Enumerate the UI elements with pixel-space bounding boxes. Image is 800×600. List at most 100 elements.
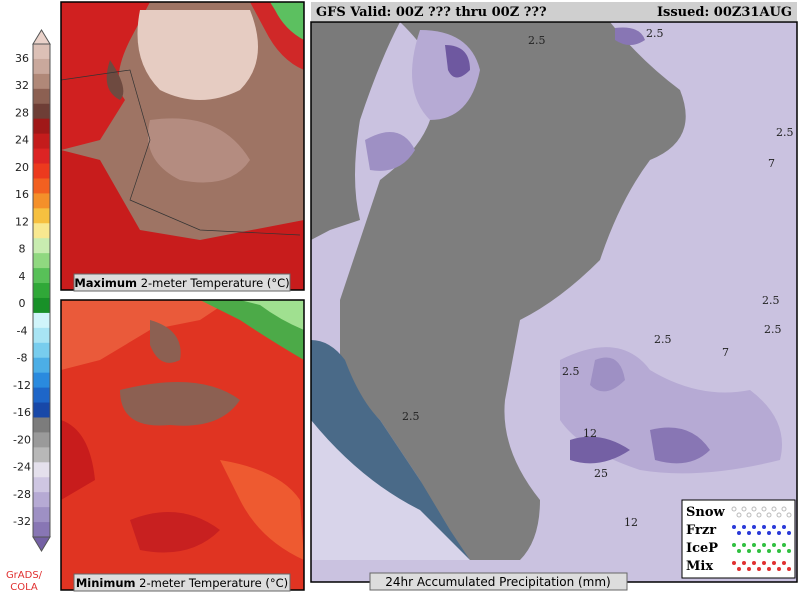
- colorbar-swatch: [33, 297, 50, 314]
- colorbar-swatch: [33, 357, 50, 374]
- legend-label: Mix: [686, 559, 713, 574]
- legend-dot: [767, 531, 771, 535]
- legend-label: Snow: [686, 505, 726, 520]
- caption-bold: Maximum: [74, 276, 137, 290]
- colorbar-swatch: [33, 387, 50, 404]
- legend-dot: [732, 543, 736, 547]
- colorbar-swatch: [33, 178, 50, 194]
- colorbar-swatch: [33, 58, 50, 75]
- header-right: Issued: 00Z31AUG: [657, 5, 792, 20]
- contour-label: 2.5: [402, 410, 420, 423]
- caption-box: [73, 273, 291, 292]
- colorbar-label: 36: [15, 52, 29, 65]
- caption-text: 2-meter Temperature (°C): [141, 276, 290, 290]
- precip-map: [311, 22, 797, 582]
- colorbar-label: 16: [15, 188, 29, 201]
- colorbar-swatch: [33, 73, 50, 90]
- colorbar-frame: [32, 43, 51, 538]
- legend-dot: [767, 567, 771, 571]
- legend-dot: [787, 549, 791, 553]
- legend-dot: [732, 561, 736, 565]
- colorbar-swatch: [33, 462, 50, 478]
- legend-dot: [752, 525, 756, 529]
- colorbar-label: -28: [13, 488, 31, 501]
- contour-label: 2.5: [762, 294, 780, 307]
- contour-label: 25: [594, 467, 608, 480]
- legend-dot: [776, 512, 782, 518]
- colorbar-label: -4: [17, 324, 28, 337]
- colorbar-cap: [32, 29, 51, 45]
- legend-dot: [742, 525, 746, 529]
- legend-dot: [762, 525, 766, 529]
- colorbar-swatch: [33, 312, 50, 329]
- contour-label: 2.5: [646, 27, 664, 40]
- colorbar-label: -16: [13, 406, 31, 419]
- legend-dot: [772, 525, 776, 529]
- colorbar-label: 12: [15, 215, 29, 228]
- legend-dot: [777, 531, 781, 535]
- legend-dot: [732, 525, 736, 529]
- caption-box: [369, 572, 628, 591]
- legend-dot: [771, 506, 777, 512]
- contour-label: 2.5: [562, 365, 580, 378]
- colorbar-label: 0: [19, 297, 26, 310]
- legend-dot: [761, 506, 767, 512]
- colorbar: 36 32 28 24 20 16 12 8 4 0 -4 -8 -12 -16 -20 -24 -28 -32: [13, 29, 51, 552]
- colorbar-label: 4: [19, 270, 26, 283]
- legend-dot: [782, 525, 786, 529]
- contour-label: 2.5: [654, 333, 672, 346]
- colorbar-cap: [32, 536, 51, 552]
- legend-dot: [742, 561, 746, 565]
- colorbar-swatch: [33, 507, 50, 523]
- colorbar-label: -8: [17, 352, 28, 365]
- contour-label: 12: [583, 427, 597, 440]
- legend-dot: [787, 531, 791, 535]
- legend-dot: [786, 512, 792, 518]
- colorbar-swatch: [33, 88, 50, 105]
- colorbar-swatch: [33, 372, 50, 389]
- contour-label: 2.5: [764, 323, 782, 336]
- max-temp-map: [61, 2, 304, 290]
- contour-label: 12: [624, 516, 638, 529]
- credit-line: GrADS/: [6, 570, 43, 581]
- colorbar-label: -24: [13, 461, 31, 474]
- colorbar-swatch: [33, 477, 50, 493]
- colorbar-swatch: [33, 283, 50, 299]
- colorbar-label: 8: [19, 243, 26, 256]
- contour-label: 7: [722, 346, 729, 359]
- legend-dot: [777, 567, 781, 571]
- legend-dot: [737, 567, 741, 571]
- contour-label: 2.5: [776, 126, 794, 139]
- legend-dot: [751, 506, 757, 512]
- legend-dot: [752, 543, 756, 547]
- legend-dot: [746, 512, 752, 518]
- colorbar-label: 32: [15, 79, 29, 92]
- colorbar-swatch: [33, 268, 50, 284]
- header-bar: [311, 2, 797, 21]
- min-temp-map: [61, 300, 304, 590]
- colorbar-swatch: [33, 103, 50, 120]
- colorbar-swatch: [33, 163, 50, 179]
- legend-dot: [782, 561, 786, 565]
- legend-dot: [737, 549, 741, 553]
- colorbar-swatch: [33, 342, 50, 359]
- colorbar-label: -12: [13, 379, 31, 392]
- legend-dot: [756, 512, 762, 518]
- colorbar-swatch: [33, 223, 50, 239]
- colorbar-swatch: [33, 118, 50, 135]
- contour-labels: 2.5 2.5 2.5 7 2.5 2.5 2.5 7 2.5 2.5 12 2…: [402, 27, 794, 529]
- legend-dot: [787, 567, 791, 571]
- max-caption: Maximum 2-meter Temperature (°C): [74, 276, 289, 290]
- colorbar-label: -20: [13, 433, 31, 446]
- contour-label: 7: [768, 157, 775, 170]
- colorbar-swatch: [33, 44, 50, 60]
- legend-dot: [782, 543, 786, 547]
- legend-dot: [737, 531, 741, 535]
- legend-dot: [747, 549, 751, 553]
- colorbar-swatch: [33, 327, 50, 344]
- legend-label: IceP: [686, 541, 718, 556]
- colorbar-swatch: [33, 193, 50, 209]
- legend-dot: [772, 543, 776, 547]
- colorbar-swatch: [33, 402, 50, 418]
